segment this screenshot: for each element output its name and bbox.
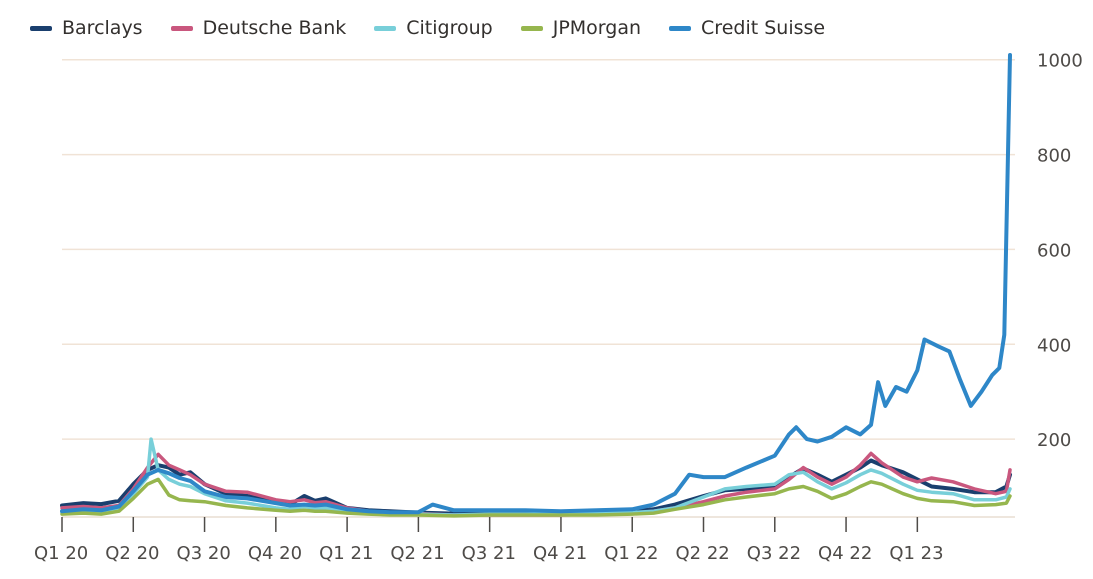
- x-tick-label: Q1 21: [319, 543, 373, 564]
- legend-item: Deutsche Bank: [170, 17, 347, 39]
- x-tick-label: Q2 20: [105, 543, 159, 564]
- x-tick-label: Q1 23: [889, 543, 943, 564]
- x-tick-label: Q3 21: [462, 543, 516, 564]
- y-tick-label: 400: [1037, 335, 1071, 356]
- series-line-jpmorgan: [60, 477, 1012, 518]
- legend-label: Deutsche Bank: [202, 17, 347, 39]
- legend-item: Barclays: [30, 17, 143, 39]
- x-tick-label: Q1 22: [604, 543, 658, 564]
- y-tick-label: 200: [1037, 430, 1071, 451]
- legend-item: Citigroup: [374, 17, 493, 39]
- series-group: [60, 53, 1012, 518]
- y-tick-label: 800: [1037, 146, 1071, 167]
- x-tick-label: Q4 20: [248, 543, 302, 564]
- legend-swatch: [520, 25, 543, 31]
- legend-swatch: [30, 25, 52, 31]
- x-tick-label: Q1 20: [34, 543, 88, 564]
- x-tick-label: Q2 21: [390, 543, 444, 564]
- series-line-barclays: [60, 458, 1012, 516]
- legend-item: Credit Suisse: [669, 17, 825, 39]
- legend-label: JPMorgan: [552, 17, 642, 39]
- x-tick-label: Q3 22: [747, 543, 801, 564]
- series-line-citigroup: [60, 437, 1012, 517]
- y-axis: 200 400 600 800 1000: [1037, 51, 1083, 451]
- x-tick-label: Q3 20: [177, 543, 231, 564]
- series-line-credit-suisse: [60, 53, 1012, 515]
- legend-item: JPMorgan: [520, 17, 642, 39]
- legend-label: Barclays: [62, 17, 143, 39]
- x-tick-label: Q4 22: [818, 543, 872, 564]
- legend-label: Citigroup: [406, 17, 493, 39]
- x-tick-label: Q2 22: [676, 543, 730, 564]
- grid: [62, 58, 1015, 518]
- y-tick-label: 600: [1037, 240, 1071, 261]
- y-tick-label: 1000: [1037, 51, 1083, 72]
- legend-swatch: [170, 25, 193, 31]
- x-axis: Q1 20 Q2 20 Q3 20 Q4 20 Q1 21 Q2 21 Q3 21 Q4 21…: [34, 517, 944, 564]
- legend-label: Credit Suisse: [701, 17, 826, 39]
- x-tick-label: Q4 21: [533, 543, 587, 564]
- legend-swatch: [669, 25, 692, 31]
- legend-swatch: [374, 25, 397, 31]
- legend: Barclays Deutsche Bank Citigroup JPMorgan Cr…: [30, 14, 853, 42]
